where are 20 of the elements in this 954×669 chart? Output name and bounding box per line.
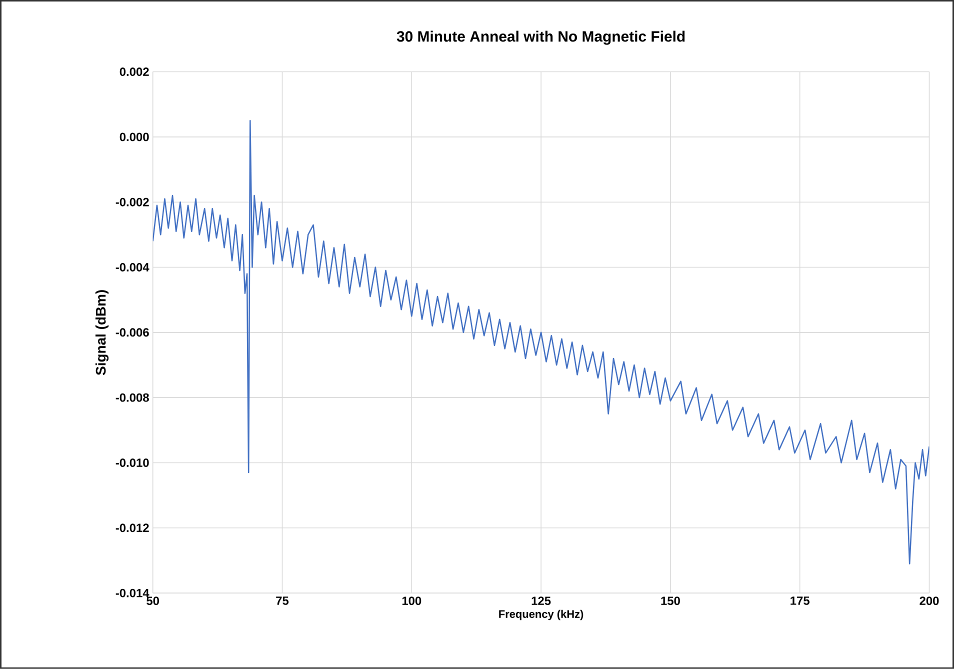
y-tick-label: -0.008 [116,393,149,402]
x-tick-label: 150 [661,596,680,606]
chart-title: 30 Minute Anneal with No Magnetic Field [396,30,685,45]
x-tick-label: 50 [146,596,159,606]
x-axis-title: Frequency (kHz) [499,610,584,620]
y-axis-title: Signal (dBm) [95,290,109,376]
y-tick-label: -0.002 [116,198,149,206]
y-tick-label: -0.014 [116,588,150,598]
y-tick-label: -0.006 [116,328,149,337]
x-tick-label: 75 [276,596,289,605]
y-tick-label: -0.012 [116,524,149,532]
y-tick-label: 0.000 [120,132,149,142]
y-tick-label: -0.010 [116,458,149,468]
y-tick-label: -0.004 [116,263,150,272]
x-tick-label: 200 [920,596,939,606]
x-tick-label: 125 [532,596,551,606]
x-tick-label: 175 [790,596,810,605]
line-series [152,120,930,564]
x-tick-label: 100 [402,596,422,606]
y-tick-label: 0.002 [120,68,149,76]
